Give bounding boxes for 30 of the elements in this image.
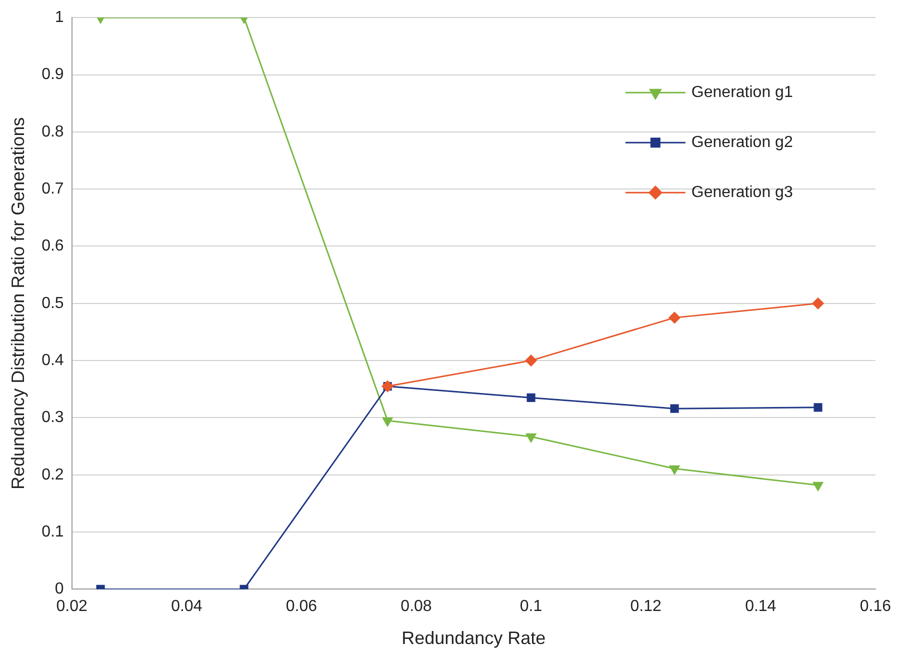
y-tick-label: 0.7 (42, 180, 64, 198)
point (668, 312, 680, 324)
y-tick-label: 0.9 (42, 66, 64, 84)
x-tick-label: 0.16 (860, 598, 892, 616)
point (812, 298, 824, 310)
x-tick-label: 0.02 (56, 598, 88, 616)
x-tick-label: 0.12 (630, 598, 662, 616)
x-tick-label: 0.06 (286, 598, 318, 616)
point (526, 393, 536, 402)
legend-label: Generation g1 (691, 84, 793, 102)
y-tick-label: 0.6 (42, 238, 64, 255)
point (814, 403, 822, 412)
x-tick-label: 0.08 (400, 598, 432, 616)
legend-label: Generation g2 (691, 134, 793, 152)
x-tick-label: 0.1 (520, 598, 542, 616)
legend-label: Generation g3 (691, 184, 793, 202)
point (525, 354, 537, 366)
x-tick-label: 0.04 (171, 598, 202, 616)
y-tick-label: 0.8 (42, 123, 64, 140)
point (670, 404, 679, 413)
y-tick-label: 0.5 (42, 294, 64, 312)
y-tick-label: 0.4 (42, 352, 64, 369)
y-tick-label: 0.3 (42, 409, 64, 426)
y-tick-label: 0.1 (42, 523, 64, 540)
x-axis-title: Redundancy Rate (402, 628, 546, 648)
y-tick-label: 0.2 (42, 466, 64, 484)
y-tick-label: 0 (54, 580, 64, 598)
y-tick-label: 1 (54, 9, 64, 26)
y-axis-title: Redundancy Distribution Ratio for Generations (8, 117, 28, 490)
x-tick-label: 0.14 (745, 598, 776, 616)
